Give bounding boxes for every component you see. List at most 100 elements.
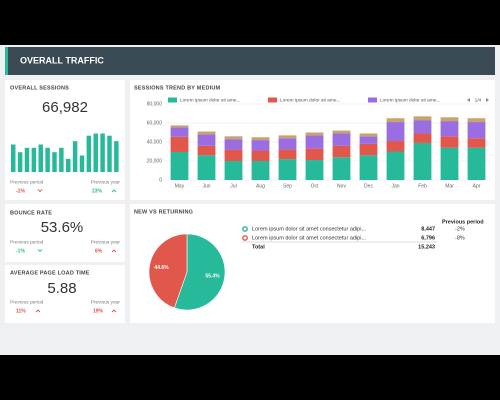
bar <box>107 135 112 172</box>
x-tick-label: Jan <box>391 183 399 189</box>
x-tick-label: Oct <box>311 183 319 189</box>
bar-segment <box>386 122 405 142</box>
x-tick-label: May <box>175 183 185 189</box>
bar-segment <box>440 117 459 122</box>
slice-label: 55.4% <box>205 274 220 280</box>
bar-segment <box>440 136 459 148</box>
legend-swatch <box>168 97 177 103</box>
panel <box>5 204 125 262</box>
table-total: 15,243 <box>418 244 435 250</box>
kpi-value: 5.88 <box>47 280 76 297</box>
legend-next[interactable] <box>486 98 489 102</box>
legend-label: Lorem ipsum dolor sit ame... <box>280 97 341 103</box>
bar-segment <box>197 134 216 146</box>
bar-segment <box>251 150 270 161</box>
kpi-change: 23% <box>92 188 103 194</box>
bar <box>38 144 43 172</box>
y-tick-label: 80,000 <box>147 101 163 107</box>
header-title: OVERALL TRAFFIC <box>20 55 104 65</box>
table-header: Previous period <box>442 219 484 225</box>
table-cell: 8,447 <box>421 226 435 232</box>
bar <box>114 141 119 172</box>
bar-segment <box>305 148 324 161</box>
y-tick-label: 60,000 <box>147 120 163 126</box>
slice-label: 44.6% <box>154 265 169 271</box>
bar-segment <box>332 157 351 180</box>
x-tick-label: Jul <box>230 183 236 189</box>
bar-segment <box>224 139 243 150</box>
bar <box>86 135 92 172</box>
pie-slice <box>148 233 188 309</box>
chart-title: NEW VS RETURNING <box>134 209 193 215</box>
bar-segment <box>251 161 270 180</box>
bar-segment <box>413 142 432 180</box>
bar-segment <box>224 161 243 180</box>
arrow-down <box>37 249 43 253</box>
x-tick-label: Apr <box>473 183 481 189</box>
kpi-label: Previous year <box>91 239 121 245</box>
panel <box>5 265 125 323</box>
arrow-up <box>111 249 117 253</box>
table-cell: 6,796 <box>421 235 435 241</box>
legend-prev[interactable] <box>467 98 470 102</box>
x-tick-label: Nov <box>337 183 346 189</box>
bar-segment <box>305 135 324 149</box>
arrow-up <box>111 309 117 313</box>
bar-segment <box>197 131 216 135</box>
bar-segment <box>467 138 486 148</box>
legend-swatch <box>368 97 377 103</box>
legend-page: 1/4 <box>475 97 482 103</box>
bar-segment <box>332 133 351 146</box>
bar-segment <box>224 136 243 140</box>
bar-segment <box>305 160 324 180</box>
bottom-bar <box>0 355 500 400</box>
bar-segment <box>197 155 216 180</box>
bar <box>11 144 16 172</box>
kpi-label: Previous period <box>10 179 44 185</box>
bar-segment <box>170 127 189 137</box>
bar-segment <box>467 122 486 139</box>
kpi-title: AVERAGE PAGE LOAD TIME <box>10 270 90 276</box>
table-total: Total <box>252 244 265 250</box>
table-cell: Lorem ipsum dolor sit amet consectetur a… <box>252 226 366 232</box>
bar-segment <box>359 155 378 180</box>
header-accent <box>5 47 8 75</box>
bar-segment <box>332 145 351 158</box>
kpi-label: Previous year <box>91 299 121 305</box>
x-tick-label: Jun <box>202 183 210 189</box>
bar-segment <box>467 118 486 123</box>
table-cell: Lorem ipsum dolor sit amet consectetur a… <box>252 235 366 241</box>
bar-segment <box>386 151 405 180</box>
bar <box>52 152 57 172</box>
bar-segment <box>359 143 378 156</box>
bar <box>66 158 71 172</box>
y-tick-label: 0 <box>159 177 162 183</box>
chart-title: SESSIONS TREND BY MEDIUM <box>134 85 221 91</box>
bar-segment <box>413 133 432 143</box>
kpi-change: 6% <box>95 248 103 254</box>
bar <box>59 147 64 172</box>
y-tick-label: 40,000 <box>147 139 163 145</box>
bar-segment <box>386 141 405 152</box>
bar-segment <box>170 151 189 180</box>
kpi-label: Previous period <box>10 299 44 305</box>
top-bar <box>0 0 500 45</box>
bar <box>45 147 50 172</box>
legend-label: Lorem ipsum dolor sit ame... <box>380 97 441 103</box>
legend-swatch <box>268 97 277 103</box>
bar-segment <box>359 136 378 144</box>
bar-segment <box>278 135 297 139</box>
x-tick-label: Aug <box>256 183 265 189</box>
table-cell: -8% <box>455 235 465 241</box>
x-tick-label: Dec <box>364 183 373 189</box>
bar-segment <box>413 120 432 134</box>
bar <box>93 133 98 172</box>
table-cell: -2% <box>455 226 465 232</box>
kpi-title: BOUNCE RATE <box>10 210 52 216</box>
kpi-value: 53.6% <box>41 219 84 236</box>
bar-segment <box>251 140 270 151</box>
bar-segment <box>197 145 216 156</box>
header <box>5 47 495 75</box>
kpi-value: 66,982 <box>42 99 88 116</box>
